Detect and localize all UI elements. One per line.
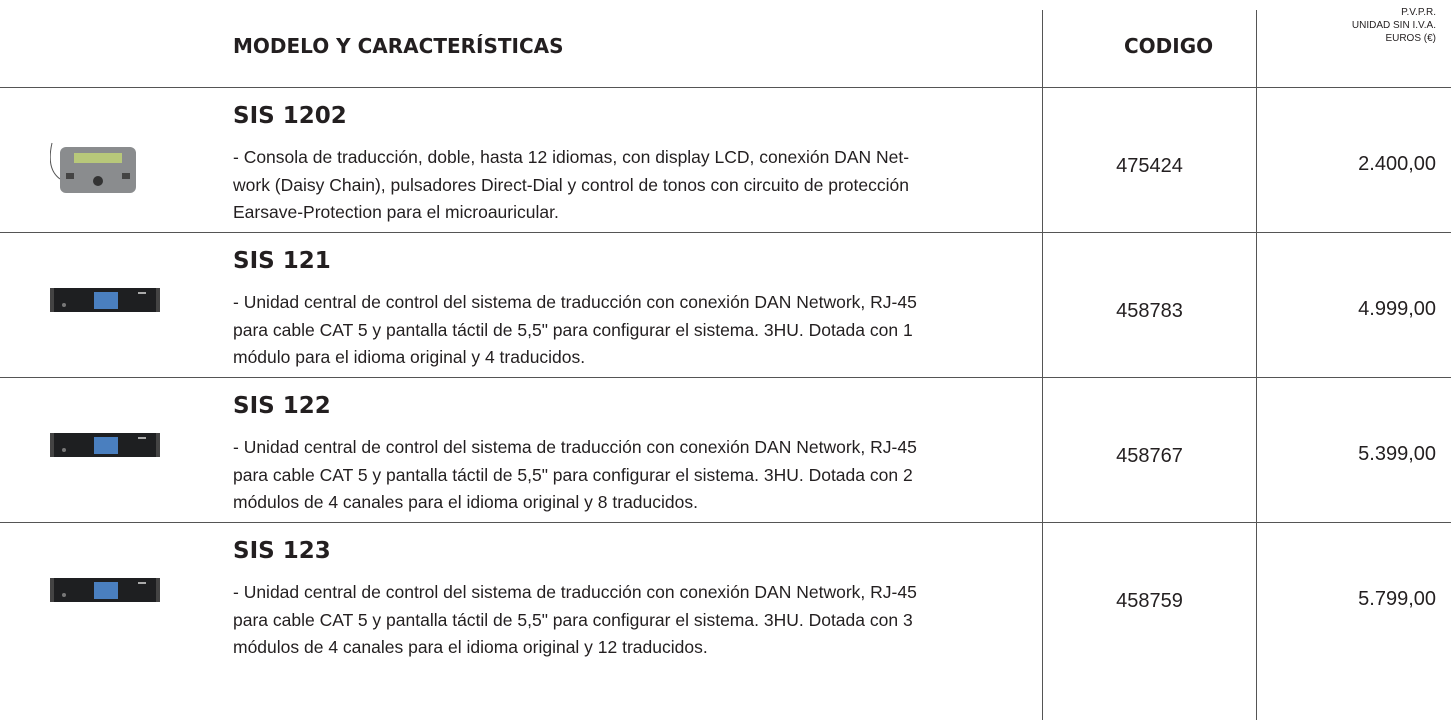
product-image — [50, 575, 160, 610]
row-divider — [0, 522, 1451, 523]
product-code: 458759 — [1116, 590, 1183, 612]
product-price: 4.999,00 — [1358, 298, 1436, 320]
description-line: módulo para el idioma original y 4 tradu… — [233, 347, 586, 367]
column-divider — [1042, 10, 1043, 720]
model-name: SIS 122 — [233, 393, 331, 419]
product-price: 5.799,00 — [1358, 588, 1436, 610]
product-code: 475424 — [1116, 155, 1183, 177]
row-divider — [0, 377, 1451, 378]
product-image — [49, 139, 140, 204]
description-line: módulos de 4 canales para el idioma orig… — [233, 637, 708, 657]
header-code: CODIGO — [1124, 34, 1214, 58]
description-line: módulos de 4 canales para el idioma orig… — [233, 492, 698, 512]
model-name: SIS 1202 — [233, 103, 347, 129]
header-price: P.V.P.R. UNIDAD SIN I.V.A. EUROS (€) — [1306, 6, 1436, 45]
header-model: MODELO Y CARACTERÍSTICAS — [233, 34, 564, 58]
product-image — [50, 285, 160, 320]
product-image — [50, 430, 160, 465]
description-line: - Consola de traducción, doble, hasta 12… — [233, 147, 910, 167]
row-divider — [0, 232, 1451, 233]
column-divider — [1256, 10, 1257, 720]
header-price-line: UNIDAD SIN I.V.A. — [1351, 20, 1436, 31]
product-code: 458767 — [1116, 445, 1183, 467]
description-line: para cable CAT 5 y pantalla táctil de 5,… — [233, 464, 913, 485]
description-line: - Unidad central de control del sistema … — [233, 582, 917, 602]
product-price: 2.400,00 — [1358, 153, 1436, 175]
description-line: para cable CAT 5 y pantalla táctil de 5,… — [233, 609, 913, 630]
row-divider — [0, 87, 1451, 88]
model-name: SIS 123 — [233, 538, 331, 564]
description-line: para cable CAT 5 y pantalla táctil de 5,… — [233, 319, 913, 340]
product-price: 5.399,00 — [1358, 443, 1436, 465]
description-line: work (Daisy Chain), pulsadores Direct-Di… — [233, 174, 909, 195]
header-price-line: EUROS (€) — [1385, 33, 1436, 44]
product-code: 458783 — [1116, 300, 1183, 322]
description-line: - Unidad central de control del sistema … — [233, 437, 917, 457]
header-price-line: P.V.P.R. — [1401, 7, 1436, 18]
description-line: - Unidad central de control del sistema … — [233, 292, 917, 312]
description-line: Earsave-Protection para el microauricula… — [233, 202, 559, 222]
model-name: SIS 121 — [233, 248, 331, 274]
